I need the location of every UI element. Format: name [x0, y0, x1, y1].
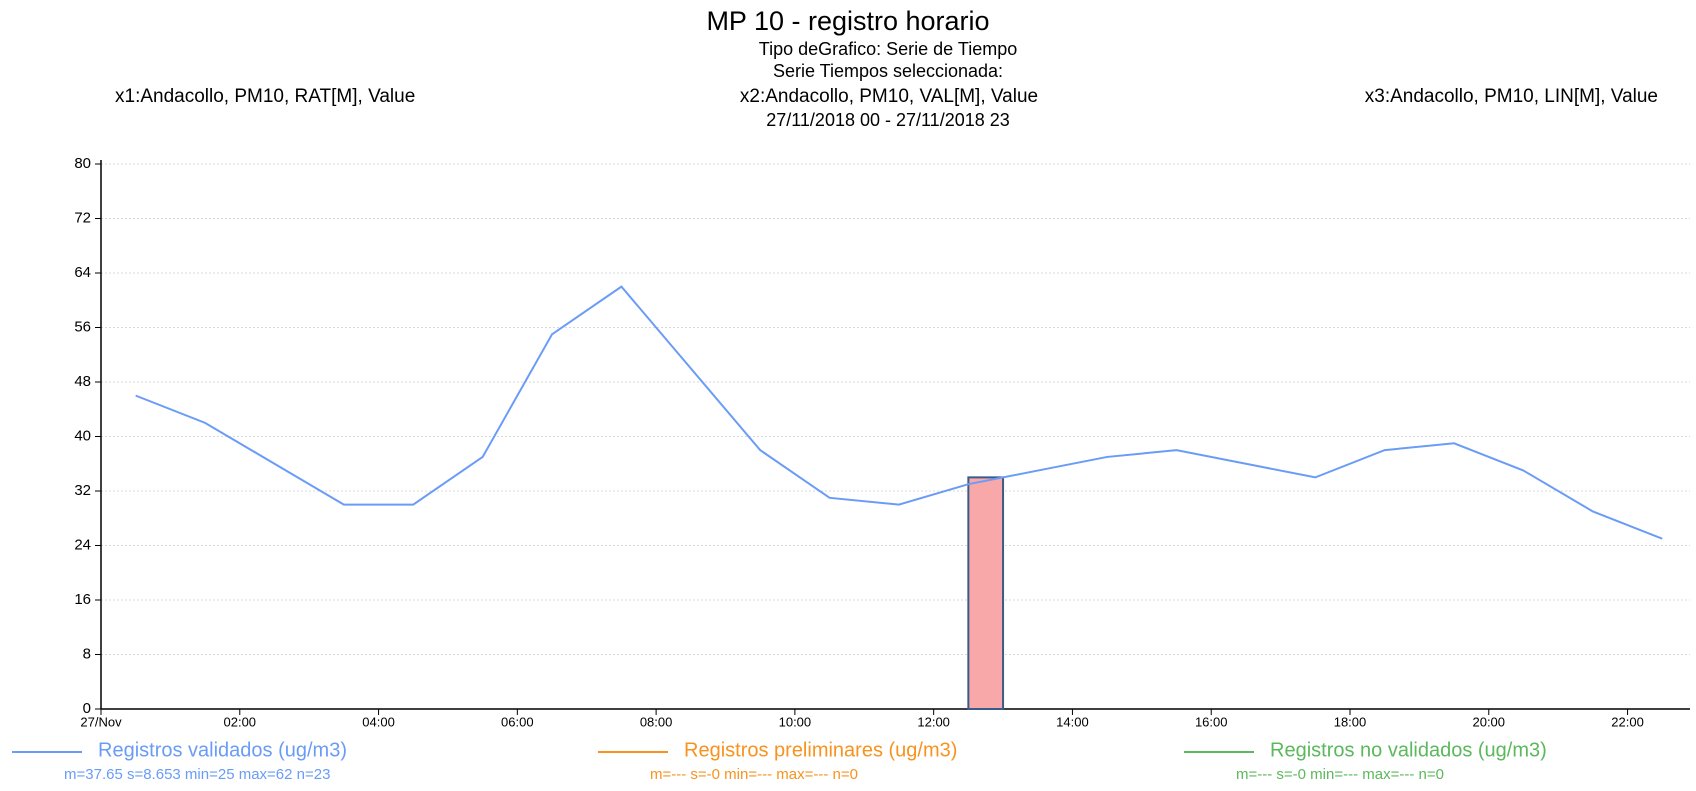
x-tick-label: 06:00 — [501, 714, 534, 729]
x-tick-label: 22:00 — [1611, 714, 1644, 729]
x-tick-label: 08:00 — [640, 714, 673, 729]
x-tick-label: 20:00 — [1472, 714, 1505, 729]
y-tick-label: 64 — [74, 264, 91, 281]
y-tick-label: 80 — [74, 155, 91, 172]
y-tick-label: 0 — [83, 700, 91, 717]
x-tick-label: 14:00 — [1056, 714, 1089, 729]
y-tick-label: 72 — [74, 209, 91, 226]
y-tick-label: 24 — [74, 536, 91, 553]
legend-stats: m=--- s=-0 min=--- max=--- n=0 — [1236, 766, 1444, 783]
subtitle: 27/11/2018 00 - 27/11/2018 23 — [766, 110, 1010, 130]
x-tick-label: 10:00 — [779, 714, 812, 729]
legend-label: Registros validados (ug/m3) — [98, 739, 347, 761]
x-tick-label: 12:00 — [917, 714, 950, 729]
x-tick-label: 16:00 — [1195, 714, 1228, 729]
chart-title: MP 10 - registro horario — [706, 6, 989, 36]
station-label: x3:Andacollo, PM10, LIN[M], Value — [1365, 86, 1658, 107]
y-tick-label: 8 — [83, 645, 91, 662]
y-tick-label: 32 — [74, 482, 91, 499]
subtitle: Serie Tiempos seleccionada: — [773, 61, 1003, 81]
y-tick-label: 48 — [74, 373, 91, 390]
x-tick-label: 18:00 — [1334, 714, 1367, 729]
legend-label: Registros preliminares (ug/m3) — [684, 739, 957, 761]
y-tick-label: 40 — [74, 427, 91, 444]
y-tick-label: 56 — [74, 318, 91, 335]
x-tick-label: 02:00 — [224, 714, 257, 729]
subtitle: Tipo deGrafico: Serie de Tiempo — [759, 39, 1017, 59]
x-tick-label: 27/Nov — [80, 714, 122, 729]
legend-stats: m=--- s=-0 min=--- max=--- n=0 — [650, 766, 858, 783]
y-tick-label: 16 — [74, 591, 91, 608]
station-label: x2:Andacollo, PM10, VAL[M], Value — [740, 86, 1038, 107]
legend-stats: m=37.65 s=8.653 min=25 max=62 n=23 — [64, 766, 330, 783]
station-label: x1:Andacollo, PM10, RAT[M], Value — [115, 86, 415, 107]
legend-label: Registros no validados (ug/m3) — [1270, 739, 1547, 761]
data-line — [135, 285, 1663, 540]
x-tick-label: 04:00 — [362, 714, 395, 729]
highlight-bar — [967, 476, 1005, 710]
